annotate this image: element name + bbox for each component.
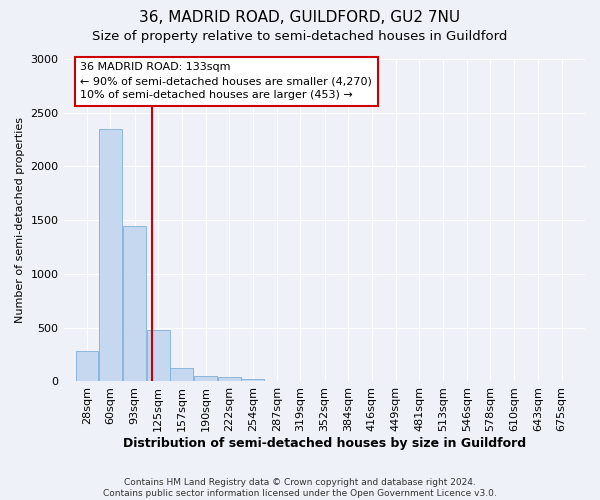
Bar <box>99 129 122 382</box>
Bar <box>218 377 241 382</box>
Bar <box>124 226 146 382</box>
X-axis label: Distribution of semi-detached houses by size in Guildford: Distribution of semi-detached houses by … <box>123 437 526 450</box>
Bar <box>76 352 98 382</box>
Text: 36 MADRID ROAD: 133sqm
← 90% of semi-detached houses are smaller (4,270)
10% of : 36 MADRID ROAD: 133sqm ← 90% of semi-det… <box>80 62 372 100</box>
Text: Size of property relative to semi-detached houses in Guildford: Size of property relative to semi-detach… <box>92 30 508 43</box>
Bar <box>170 368 193 382</box>
Y-axis label: Number of semi-detached properties: Number of semi-detached properties <box>15 117 25 323</box>
Text: 36, MADRID ROAD, GUILDFORD, GU2 7NU: 36, MADRID ROAD, GUILDFORD, GU2 7NU <box>139 10 461 25</box>
Bar <box>194 376 217 382</box>
Bar <box>147 330 170 382</box>
Text: Contains HM Land Registry data © Crown copyright and database right 2024.
Contai: Contains HM Land Registry data © Crown c… <box>103 478 497 498</box>
Bar <box>241 379 264 382</box>
